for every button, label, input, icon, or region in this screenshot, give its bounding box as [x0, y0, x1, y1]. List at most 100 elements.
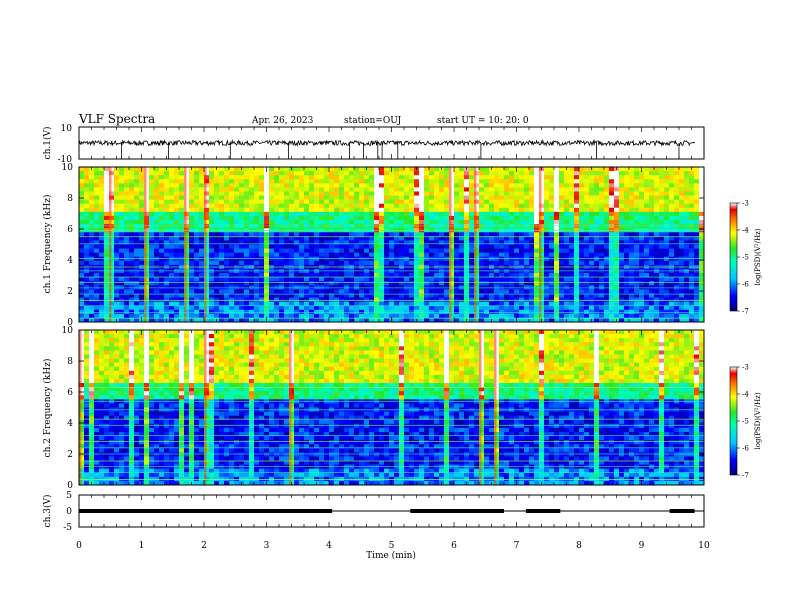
spectrogram-cell: [569, 277, 575, 282]
spectrogram-cell: [169, 301, 175, 306]
spectrogram-cell: [399, 252, 405, 258]
spectrogram-cell: [269, 240, 275, 245]
spectrogram-cell: [654, 183, 660, 188]
spectrogram-cell: [364, 309, 370, 315]
spectrogram-cell: [404, 175, 410, 180]
spectrogram-cell: [224, 211, 230, 217]
spectrogram-cell: [274, 248, 280, 253]
spectrogram-cell: [414, 215, 420, 221]
spectrogram-cell: [334, 297, 340, 302]
spectrogram-cell: [444, 175, 450, 180]
spectrogram-cell: [574, 236, 580, 241]
spectrogram-cell: [634, 244, 640, 249]
spectrogram-cell: [619, 207, 625, 213]
spectrogram-cell: [329, 207, 335, 213]
station-label: station=OUJ: [344, 116, 402, 126]
spectrogram-cell: [269, 309, 275, 315]
spectrogram-cell: [169, 195, 175, 200]
spectrogram-cell: [204, 313, 210, 319]
spectrogram-cell: [574, 293, 580, 298]
spectrogram-cell: [619, 297, 625, 302]
spectrogram-cell: [334, 317, 340, 322]
spectrogram-cell: [599, 199, 605, 205]
spectrogram-cell: [194, 313, 200, 319]
spectrogram-cell: [134, 244, 140, 249]
spectrogram-cell: [184, 305, 190, 311]
spectrogram-cell: [259, 260, 265, 266]
spectrogram-cell: [184, 313, 190, 319]
spectrogram-cell: [554, 191, 560, 196]
spectrogram-cell: [514, 277, 520, 282]
spectrogram-cell: [184, 281, 190, 286]
spectrogram-cell: [599, 293, 605, 298]
spectrogram-cell: [674, 191, 680, 196]
spectrogram-cell: [199, 183, 205, 188]
spectrogram-cell: [409, 171, 415, 176]
spectrogram-cell: [179, 187, 185, 192]
spectrogram-cell: [459, 273, 465, 278]
spectrogram-cell: [639, 297, 645, 302]
spectrogram-cell: [539, 187, 545, 192]
spectrogram-cell: [279, 305, 285, 311]
spectrogram-cell: [619, 244, 625, 249]
spectrogram-cell: [494, 207, 500, 213]
spectrogram-cell: [134, 199, 140, 205]
spectrogram-cell: [299, 179, 305, 184]
spectrogram-cell: [99, 309, 105, 315]
spectrogram-cell: [144, 211, 150, 217]
spectrogram-cell: [149, 167, 155, 172]
spectrogram-cell: [374, 248, 380, 253]
spectrogram-cell: [439, 175, 445, 180]
spectrogram-cell: [639, 285, 645, 290]
spectrogram-cell: [449, 199, 455, 205]
spectrogram-cell: [344, 289, 350, 294]
spectrogram-cell: [439, 211, 445, 217]
spectrogram-cell: [574, 240, 580, 245]
spectrogram-cell: [304, 313, 310, 319]
spectrogram-cell: [189, 273, 195, 278]
spectrogram-cell: [164, 281, 170, 286]
spectrogram-cell: [494, 191, 500, 196]
spectrogram-cell: [324, 252, 330, 258]
spectrogram-cell: [314, 195, 320, 200]
spectrogram-cell: [129, 313, 135, 319]
spectrogram-cell: [539, 220, 545, 225]
spectrogram-cell: [349, 195, 355, 200]
spectrogram-cell: [244, 191, 250, 196]
spectrogram-cell: [549, 301, 555, 306]
spectrogram-cell: [609, 236, 615, 241]
spectrogram-cell: [649, 309, 655, 315]
spectrogram-cell: [114, 179, 120, 184]
spectrogram-cell: [609, 260, 615, 266]
spectrogram-cell: [454, 203, 460, 209]
spectrogram-cell: [574, 167, 580, 172]
spectrogram-cell: [364, 313, 370, 319]
spectrogram-cell: [574, 187, 580, 192]
spectrogram-cell: [139, 211, 145, 217]
spectrogram-cell: [154, 199, 160, 205]
spectrogram-cell: [439, 203, 445, 209]
spectrogram-cell: [469, 175, 475, 180]
spectrogram-cell: [599, 167, 605, 172]
spectrogram-cell: [89, 232, 95, 237]
spectrogram-cell: [629, 260, 635, 266]
spectrogram-cell: [299, 317, 305, 322]
spectrogram-cell: [324, 273, 330, 278]
spectrogram-cell: [524, 313, 530, 319]
spectrogram-cell: [504, 215, 510, 221]
spectrogram-cell: [84, 252, 90, 258]
spectrogram-cell: [319, 220, 325, 225]
spectrogram-cell: [204, 167, 210, 172]
spectrogram-cell: [119, 195, 125, 200]
spectrogram-cell: [584, 240, 590, 245]
spectrogram-cell: [624, 317, 630, 322]
spectrogram-cell: [429, 207, 435, 213]
spectrogram-cell: [469, 236, 475, 241]
spectrogram-cell: [109, 167, 115, 172]
spectrogram-cell: [369, 273, 375, 278]
spectrogram-cell: [324, 301, 330, 306]
spectrogram-cell: [134, 187, 140, 192]
spectrogram-cell: [539, 236, 545, 241]
spectrogram-cell: [139, 293, 145, 298]
spectrogram-cell: [594, 256, 600, 262]
